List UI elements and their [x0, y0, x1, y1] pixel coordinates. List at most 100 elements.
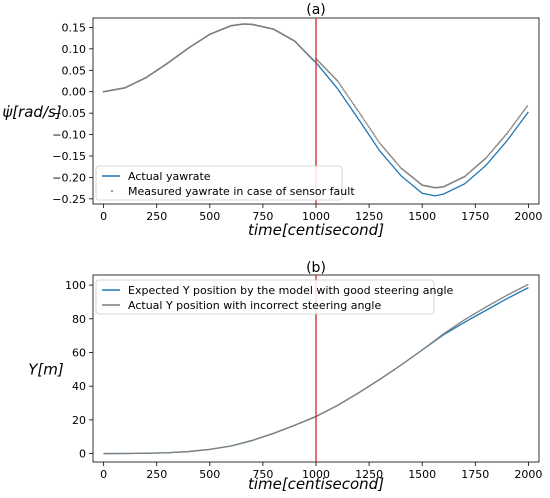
data-point	[476, 164, 479, 167]
data-point	[475, 165, 478, 168]
data-point	[501, 137, 504, 140]
data-point	[387, 151, 389, 154]
data-point	[375, 136, 378, 139]
data-point	[355, 107, 358, 109]
data-point	[304, 51, 307, 54]
data-point	[336, 79, 339, 82]
data-point	[382, 146, 385, 149]
series-markers-1	[102, 23, 529, 189]
chart-panel-b: (b) 0 250 500 750 1000 1250 1500 1750 2000 0 20 40 60…	[28, 260, 542, 493]
legend-label: Expected Y position by the model with go…	[128, 284, 454, 297]
data-point	[477, 163, 480, 166]
data-point	[331, 74, 334, 77]
data-point	[389, 154, 392, 157]
data-point	[379, 143, 382, 146]
y-axis-label: ψ̇[rad/s]	[2, 103, 61, 121]
data-point	[322, 65, 324, 67]
data-point	[526, 105, 529, 108]
data-point	[492, 148, 494, 151]
data-point	[321, 63, 323, 66]
data-point	[391, 157, 394, 160]
data-point	[397, 164, 400, 167]
data-point	[342, 88, 345, 91]
data-point	[324, 67, 327, 70]
data-point	[510, 126, 513, 128]
data-point	[383, 147, 386, 150]
data-point	[483, 158, 486, 161]
x-tick-label: 2000	[514, 210, 542, 223]
x-tick-label: 1250	[355, 210, 383, 223]
y-tick-label: 0.10	[62, 43, 87, 56]
legend-box	[95, 279, 435, 315]
data-point	[317, 60, 320, 63]
x-axis-label: time[centisecond]	[248, 475, 384, 493]
data-point	[473, 167, 476, 170]
data-point	[368, 126, 370, 129]
legend-label: Measured yawrate in case of sensor fault	[128, 185, 355, 198]
data-point	[395, 161, 398, 164]
data-point	[365, 122, 368, 125]
data-point	[503, 135, 506, 137]
x-tick-label: 1000	[302, 210, 330, 223]
data-point	[300, 47, 303, 50]
data-point	[500, 139, 503, 142]
y-tick-label: 0.05	[62, 64, 87, 77]
data-point	[481, 160, 484, 163]
data-point	[295, 41, 297, 44]
data-point	[328, 71, 330, 73]
data-point	[394, 160, 396, 163]
data-point	[521, 111, 524, 114]
data-point	[516, 118, 519, 120]
data-point	[318, 61, 321, 64]
data-point	[350, 100, 353, 103]
data-point	[345, 93, 348, 96]
data-point	[392, 158, 395, 161]
data-point	[358, 112, 361, 115]
data-point	[308, 55, 310, 57]
data-point	[306, 53, 309, 56]
data-point	[499, 140, 501, 143]
data-point	[359, 114, 362, 116]
data-point	[489, 151, 492, 154]
data-point	[520, 113, 523, 116]
data-point	[470, 169, 473, 172]
x-tick-label: 750	[252, 210, 273, 223]
data-point	[488, 153, 491, 155]
data-point	[299, 46, 302, 49]
data-point	[519, 114, 522, 117]
data-point	[348, 96, 350, 99]
data-point	[372, 133, 375, 136]
data-point	[480, 161, 483, 164]
legend: Expected Y position by the model with go…	[95, 279, 454, 315]
y-tick-label: 40	[72, 380, 86, 393]
data-point	[357, 110, 360, 113]
data-point	[337, 81, 340, 84]
data-point	[378, 142, 381, 145]
data-point	[472, 168, 474, 171]
legend-label: Actual Y position with incorrect steerin…	[128, 299, 381, 312]
chart-title: (a)	[306, 2, 326, 18]
data-point	[344, 91, 347, 94]
data-point	[385, 150, 388, 153]
data-point	[496, 143, 499, 146]
data-point	[525, 106, 527, 109]
y-tick-label: −0.20	[52, 171, 86, 184]
data-point	[464, 174, 467, 177]
data-point	[509, 127, 512, 130]
data-point	[341, 86, 343, 89]
data-point	[329, 72, 332, 75]
data-point	[370, 129, 373, 132]
data-point	[319, 62, 322, 65]
data-point	[354, 105, 356, 108]
data-point	[371, 131, 374, 134]
data-point	[376, 138, 379, 141]
data-point	[293, 40, 296, 43]
data-point	[297, 43, 300, 46]
x-tick-label: 250	[146, 468, 167, 481]
data-point	[338, 83, 341, 85]
y-tick-label: −0.15	[52, 150, 86, 163]
legend-label: Actual yawrate	[128, 170, 211, 183]
y-tick-label: 0.00	[62, 86, 87, 99]
data-point	[469, 170, 472, 173]
